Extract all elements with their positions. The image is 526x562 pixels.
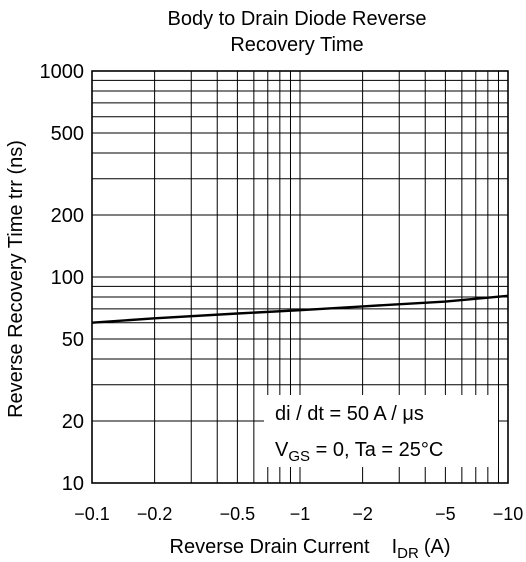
x-tick-label: −1	[290, 504, 311, 524]
annotation-conditions: = 0, Ta = 25°C	[310, 439, 443, 461]
x-axis-label-main: Reverse Drain Current	[170, 536, 371, 558]
x-axis-label: Reverse Drain Current IDR (A)	[170, 536, 451, 562]
y-tick-label: 10	[62, 473, 84, 495]
x-tick-label: −0.2	[137, 504, 173, 524]
y-tick-label: 100	[51, 267, 84, 289]
x-tick-label: −5	[435, 504, 456, 524]
y-tick-label: 50	[62, 329, 84, 351]
x-axis-label-symbol: I	[392, 536, 398, 558]
annotation-line-1: di / dt = 50 A / μs	[275, 403, 424, 425]
x-tick-label: −2	[352, 504, 373, 524]
x-tick-label: −0.5	[220, 504, 256, 524]
chart-title-line-1: Body to Drain Diode Reverse	[167, 8, 426, 30]
x-tick-label: −0.1	[74, 504, 110, 524]
chart-title-line-2: Recovery Time	[230, 34, 363, 56]
plot-frame	[91, 70, 509, 484]
x-axis-label-unit: (A)	[424, 536, 451, 558]
y-tick-label: 1000	[40, 61, 85, 83]
annotation-box	[264, 395, 498, 467]
annotation-vgs-symbol: V	[275, 439, 289, 461]
y-tick-label: 500	[51, 123, 84, 145]
y-tick-label: 200	[51, 205, 84, 227]
series-line-1	[91, 294, 509, 324]
annotation-vgs-subscript: GS	[288, 448, 310, 465]
annotation-line-2: VGS = 0, Ta = 25°C	[275, 439, 443, 465]
x-tick-label: −10	[493, 504, 524, 524]
x-axis-label-subscript: DR	[397, 545, 419, 562]
y-tick-label: 20	[62, 411, 84, 433]
series-layer	[91, 294, 509, 324]
y-tick-labels: 10 20 50 100 200 500 1000	[40, 61, 85, 495]
x-tick-labels: −0.1 −0.2 −0.5 −1 −2 −5 −10	[74, 504, 523, 524]
y-axis-label: Reverse Recovery Time trr (ns)	[5, 140, 27, 418]
